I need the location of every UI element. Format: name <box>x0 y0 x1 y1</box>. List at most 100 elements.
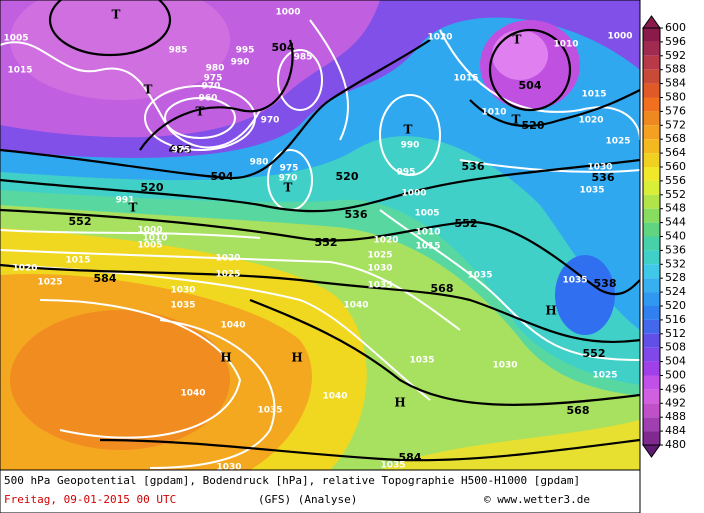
colorbar-segment <box>643 69 660 84</box>
low-marker: T <box>513 33 522 47</box>
high-marker: H <box>291 351 302 365</box>
colorbar-segment <box>643 333 660 348</box>
geopotential-label: 552 <box>583 347 606 360</box>
low-marker: T <box>129 201 138 215</box>
colorbar-segment <box>643 41 660 56</box>
isobar-label: 1000 <box>275 8 300 18</box>
colorbar: 6005965925885845805765725685645605565525… <box>642 15 686 458</box>
low-marker: T <box>144 83 153 97</box>
isobars <box>0 19 640 469</box>
colorbar-segment <box>643 236 660 251</box>
isobar-label: 1010 <box>481 108 506 118</box>
colorbar-arrow-bottom <box>642 444 661 458</box>
colorbar-segment <box>643 222 660 237</box>
colorbar-label: 508 <box>665 341 686 354</box>
colorbar-label: 552 <box>665 188 686 201</box>
geopotential-label: 536 <box>592 171 615 184</box>
colorbar-segment <box>643 403 660 418</box>
colorbar-segment <box>643 417 660 432</box>
colorbar-label: 524 <box>665 285 686 298</box>
model: (GFS) (Analyse) <box>258 493 357 506</box>
isobar-label: 1010 <box>142 234 167 244</box>
isobar-label: 1005 <box>137 241 162 251</box>
colorbar-segment <box>643 306 660 320</box>
geopotential-label: 552 <box>69 215 92 228</box>
map-labels: T T T T T T T T H H H H 504 488 504 520 520 536 552 552 552 5… <box>3 8 632 473</box>
colorbar-segment <box>643 375 660 390</box>
isobar-label: 1035 <box>170 301 195 311</box>
colorbar-label: 516 <box>665 313 686 326</box>
colorbar-label: 592 <box>665 49 686 62</box>
isobar-label: 1005 <box>414 209 439 219</box>
geopotential-label: 568 <box>567 404 590 417</box>
isobar-label: 985 <box>169 46 188 56</box>
low-marker: T <box>112 8 121 22</box>
colorbar-segment <box>643 264 660 279</box>
colorbar-segment <box>643 55 660 70</box>
colorbar-label: 600 <box>665 21 686 34</box>
map-field <box>0 0 640 470</box>
colorbar-segment <box>643 125 660 140</box>
caption-box <box>0 469 641 513</box>
geopotential-label: 568 <box>431 282 454 295</box>
isobar-label: 1010 <box>415 228 440 238</box>
isobar-label: 1015 <box>581 90 606 100</box>
isobar-label: 1035 <box>257 406 282 416</box>
isobar-label: 995 <box>236 46 255 56</box>
colorbar-segment <box>643 347 660 362</box>
colorbar-frame <box>642 27 661 446</box>
colorbar-segment <box>643 389 660 404</box>
geopotential-label: 520 <box>336 170 359 183</box>
isobar-label: 1035 <box>579 186 604 196</box>
isobar-label: 1015 <box>453 74 478 84</box>
colorbar-label: 568 <box>665 132 686 145</box>
colorbar-segment <box>643 139 660 154</box>
isobar-label: 1005 <box>3 34 28 44</box>
isobar-label: 990 <box>231 58 250 68</box>
colorbar-label: 572 <box>665 118 686 131</box>
isobar-label: 1000 <box>401 189 426 199</box>
isobar-label: 1015 <box>65 256 90 266</box>
isobar-label: 1025 <box>605 137 630 147</box>
colorbar-label: 512 <box>665 327 686 340</box>
isobar-label: 1025 <box>367 251 392 261</box>
colorbar-segment <box>643 153 660 167</box>
isobar-label: 1035 <box>562 276 587 286</box>
geopotential-label: 504 <box>272 41 295 54</box>
isobar-label: 1020 <box>373 236 398 246</box>
isobar-label: 975 <box>172 146 191 156</box>
colorbar-segment <box>643 292 660 306</box>
colorbar-label: 540 <box>665 230 686 243</box>
isobar-label: 1040 <box>322 392 347 402</box>
isobar-label: 1010 <box>553 40 578 50</box>
colorbar-label: 520 <box>665 299 686 312</box>
colorbar-segment <box>643 180 660 195</box>
geopotential-label: 536 <box>462 160 485 173</box>
colorbar-label: 532 <box>665 257 686 270</box>
date: Freitag, 09-01-2015 00 UTC <box>4 493 176 506</box>
isobar-label: 1030 <box>367 264 392 274</box>
colorbar-segment <box>643 194 660 209</box>
colorbar-label: 596 <box>665 35 686 48</box>
low-marker: T <box>404 123 413 137</box>
isobar-label: 975 <box>204 74 223 84</box>
colorbar-label: 500 <box>665 369 686 382</box>
colorbar-segment <box>643 278 660 293</box>
isobar-label: 1035 <box>409 356 434 366</box>
isobar-label: 1020 <box>215 254 240 264</box>
isobar-label: 1030 <box>492 361 517 371</box>
isobar-label: 970 <box>261 116 280 126</box>
isobar-label: 980 <box>206 64 225 74</box>
isobar-label: 1020 <box>427 33 452 43</box>
isobar-label: 1030 <box>587 163 612 173</box>
isobar-label: 1015 <box>7 66 32 76</box>
colorbar-segment <box>643 111 660 126</box>
isobar-label: 1040 <box>220 321 245 331</box>
isobar-label: 991 <box>116 196 135 206</box>
colorbar-label: 544 <box>665 216 686 229</box>
isobar-label: 1015 <box>415 242 440 252</box>
colorbar-segment <box>643 361 660 376</box>
colorbar-label: 556 <box>665 174 686 187</box>
